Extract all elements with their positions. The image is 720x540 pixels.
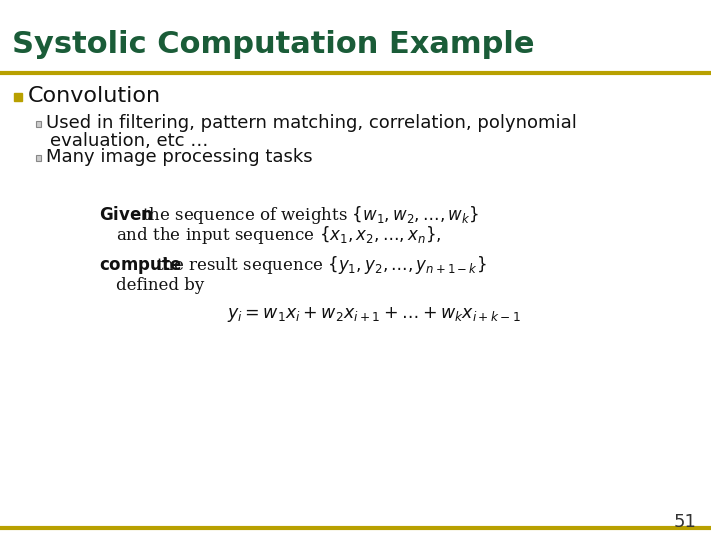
Text: Many image processing tasks: Many image processing tasks — [46, 148, 313, 166]
Text: Used in filtering, pattern matching, correlation, polynomial: Used in filtering, pattern matching, cor… — [46, 114, 577, 132]
Text: and the input sequence $\{x_1, x_2, \ldots, x_n\},$: and the input sequence $\{x_1, x_2, \ldo… — [117, 224, 442, 246]
Text: the sequence of weights $\{w_1, w_2, \ldots, w_k\}$: the sequence of weights $\{w_1, w_2, \ld… — [142, 204, 479, 226]
Text: Convolution: Convolution — [27, 86, 161, 106]
Text: defined by: defined by — [117, 276, 204, 294]
FancyBboxPatch shape — [14, 93, 22, 101]
Text: $\mathbf{compute}$: $\mathbf{compute}$ — [99, 254, 181, 275]
Text: 51: 51 — [674, 513, 697, 531]
Text: $y_i = w_1 x_i + w_2 x_{i+1} + \ldots + w_k x_{i+k-1}$: $y_i = w_1 x_i + w_2 x_{i+1} + \ldots + … — [227, 306, 521, 325]
FancyBboxPatch shape — [35, 155, 42, 161]
Text: $\mathbf{Given}$: $\mathbf{Given}$ — [99, 206, 153, 224]
Text: the result sequence $\{y_1, y_2, \ldots, y_{n+1-k}\}$: the result sequence $\{y_1, y_2, \ldots,… — [156, 254, 487, 276]
Text: Systolic Computation Example: Systolic Computation Example — [12, 30, 534, 59]
Text: evaluation, etc …: evaluation, etc … — [50, 132, 209, 151]
FancyBboxPatch shape — [35, 121, 42, 127]
